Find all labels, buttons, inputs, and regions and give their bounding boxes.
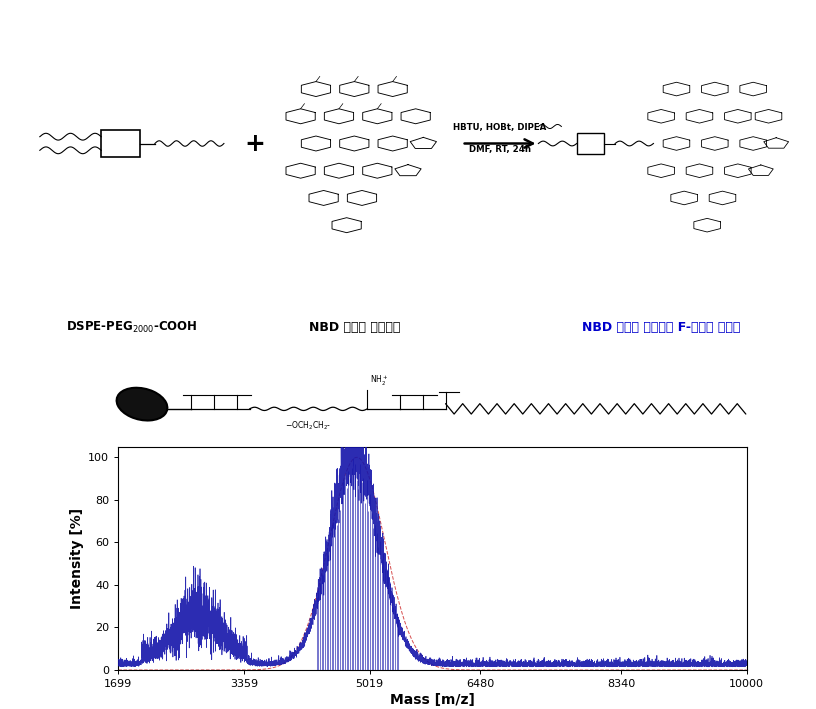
Text: NBD 인지형 펙타이드: NBD 인지형 펙타이드 — [308, 320, 400, 334]
Text: $-\mathrm{OCH_2CH_2}$-: $-\mathrm{OCH_2CH_2}$- — [286, 420, 331, 432]
Text: DSPE-PEG$_{2000}$-COOH: DSPE-PEG$_{2000}$-COOH — [66, 320, 197, 335]
Text: NBD 인지형 펙타이드 F-인지질 유도체: NBD 인지형 펙타이드 F-인지질 유도체 — [582, 320, 740, 334]
Ellipse shape — [117, 388, 167, 420]
FancyBboxPatch shape — [577, 133, 604, 154]
Y-axis label: Intensity [%]: Intensity [%] — [70, 508, 84, 609]
FancyBboxPatch shape — [101, 130, 140, 157]
Text: HBTU, HOBt, DIPEA: HBTU, HOBt, DIPEA — [454, 123, 547, 132]
X-axis label: Mass [m/z]: Mass [m/z] — [390, 693, 475, 707]
Text: DMF, RT, 24h: DMF, RT, 24h — [469, 145, 531, 154]
Text: $\mathrm{NH_2^+}$: $\mathrm{NH_2^+}$ — [370, 374, 389, 388]
Text: +: + — [244, 131, 265, 155]
